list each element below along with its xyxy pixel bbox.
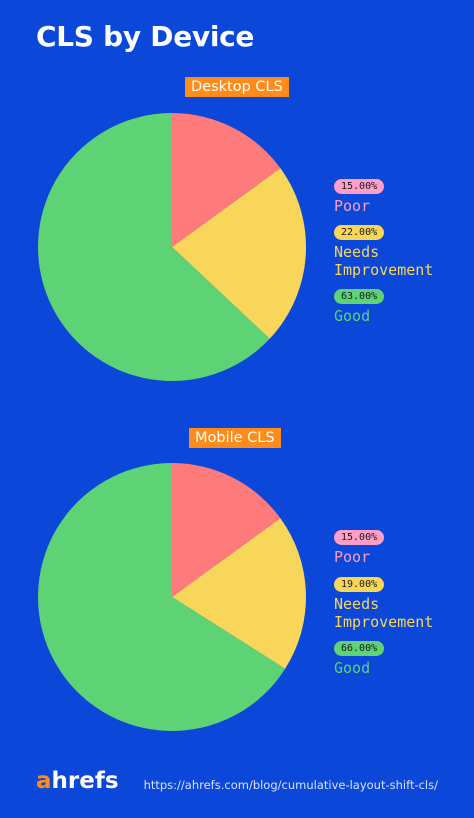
mobile-legend-ni-value: 19.00%: [334, 577, 385, 592]
desktop-legend-good: 63.00% Good: [334, 284, 385, 325]
desktop-legend-poor: 15.00% Poor: [334, 174, 385, 215]
desktop-slice-good: [37, 113, 270, 381]
mobile-chart-title: Mobile CLS: [189, 428, 281, 448]
mobile-legend-poor-label: Poor: [334, 548, 371, 566]
ahrefs-logo: ahrefs: [36, 768, 119, 794]
desktop-legend-poor-label: Poor: [334, 197, 371, 215]
mobile-slice-needs-improvement: [172, 518, 306, 669]
desktop-pie-chart: [37, 113, 306, 381]
source-url[interactable]: https://ahrefs.com/blog/cumulative-layou…: [143, 778, 438, 792]
mobile-slice-good: [37, 463, 286, 731]
desktop-slice-poor: [172, 113, 281, 247]
desktop-slice-needs-improvement: [172, 168, 306, 339]
mobile-slice-poor: [172, 463, 281, 597]
page-title: CLS by Device: [36, 20, 255, 53]
desktop-legend-poor-value: 15.00%: [334, 179, 385, 194]
mobile-legend-good-label: Good: [334, 659, 371, 677]
mobile-pie-chart: [37, 463, 306, 731]
desktop-chart-title: Desktop CLS: [185, 77, 289, 97]
desktop-legend-ni-label: Needs Improvement: [334, 243, 434, 279]
mobile-legend-good: 66.00% Good: [334, 636, 385, 677]
desktop-legend-needs-improvement: 22.00% Needs Improvement: [334, 220, 454, 279]
mobile-legend-poor: 15.00% Poor: [334, 525, 385, 566]
desktop-legend-good-value: 63.00%: [334, 289, 385, 304]
desktop-legend-ni-value: 22.00%: [334, 225, 385, 240]
mobile-legend-ni-label: Needs Improvement: [334, 595, 434, 631]
mobile-legend-needs-improvement: 19.00% Needs Improvement: [334, 572, 454, 631]
mobile-legend-poor-value: 15.00%: [334, 530, 385, 545]
mobile-legend-good-value: 66.00%: [334, 641, 385, 656]
desktop-legend-good-label: Good: [334, 307, 371, 325]
